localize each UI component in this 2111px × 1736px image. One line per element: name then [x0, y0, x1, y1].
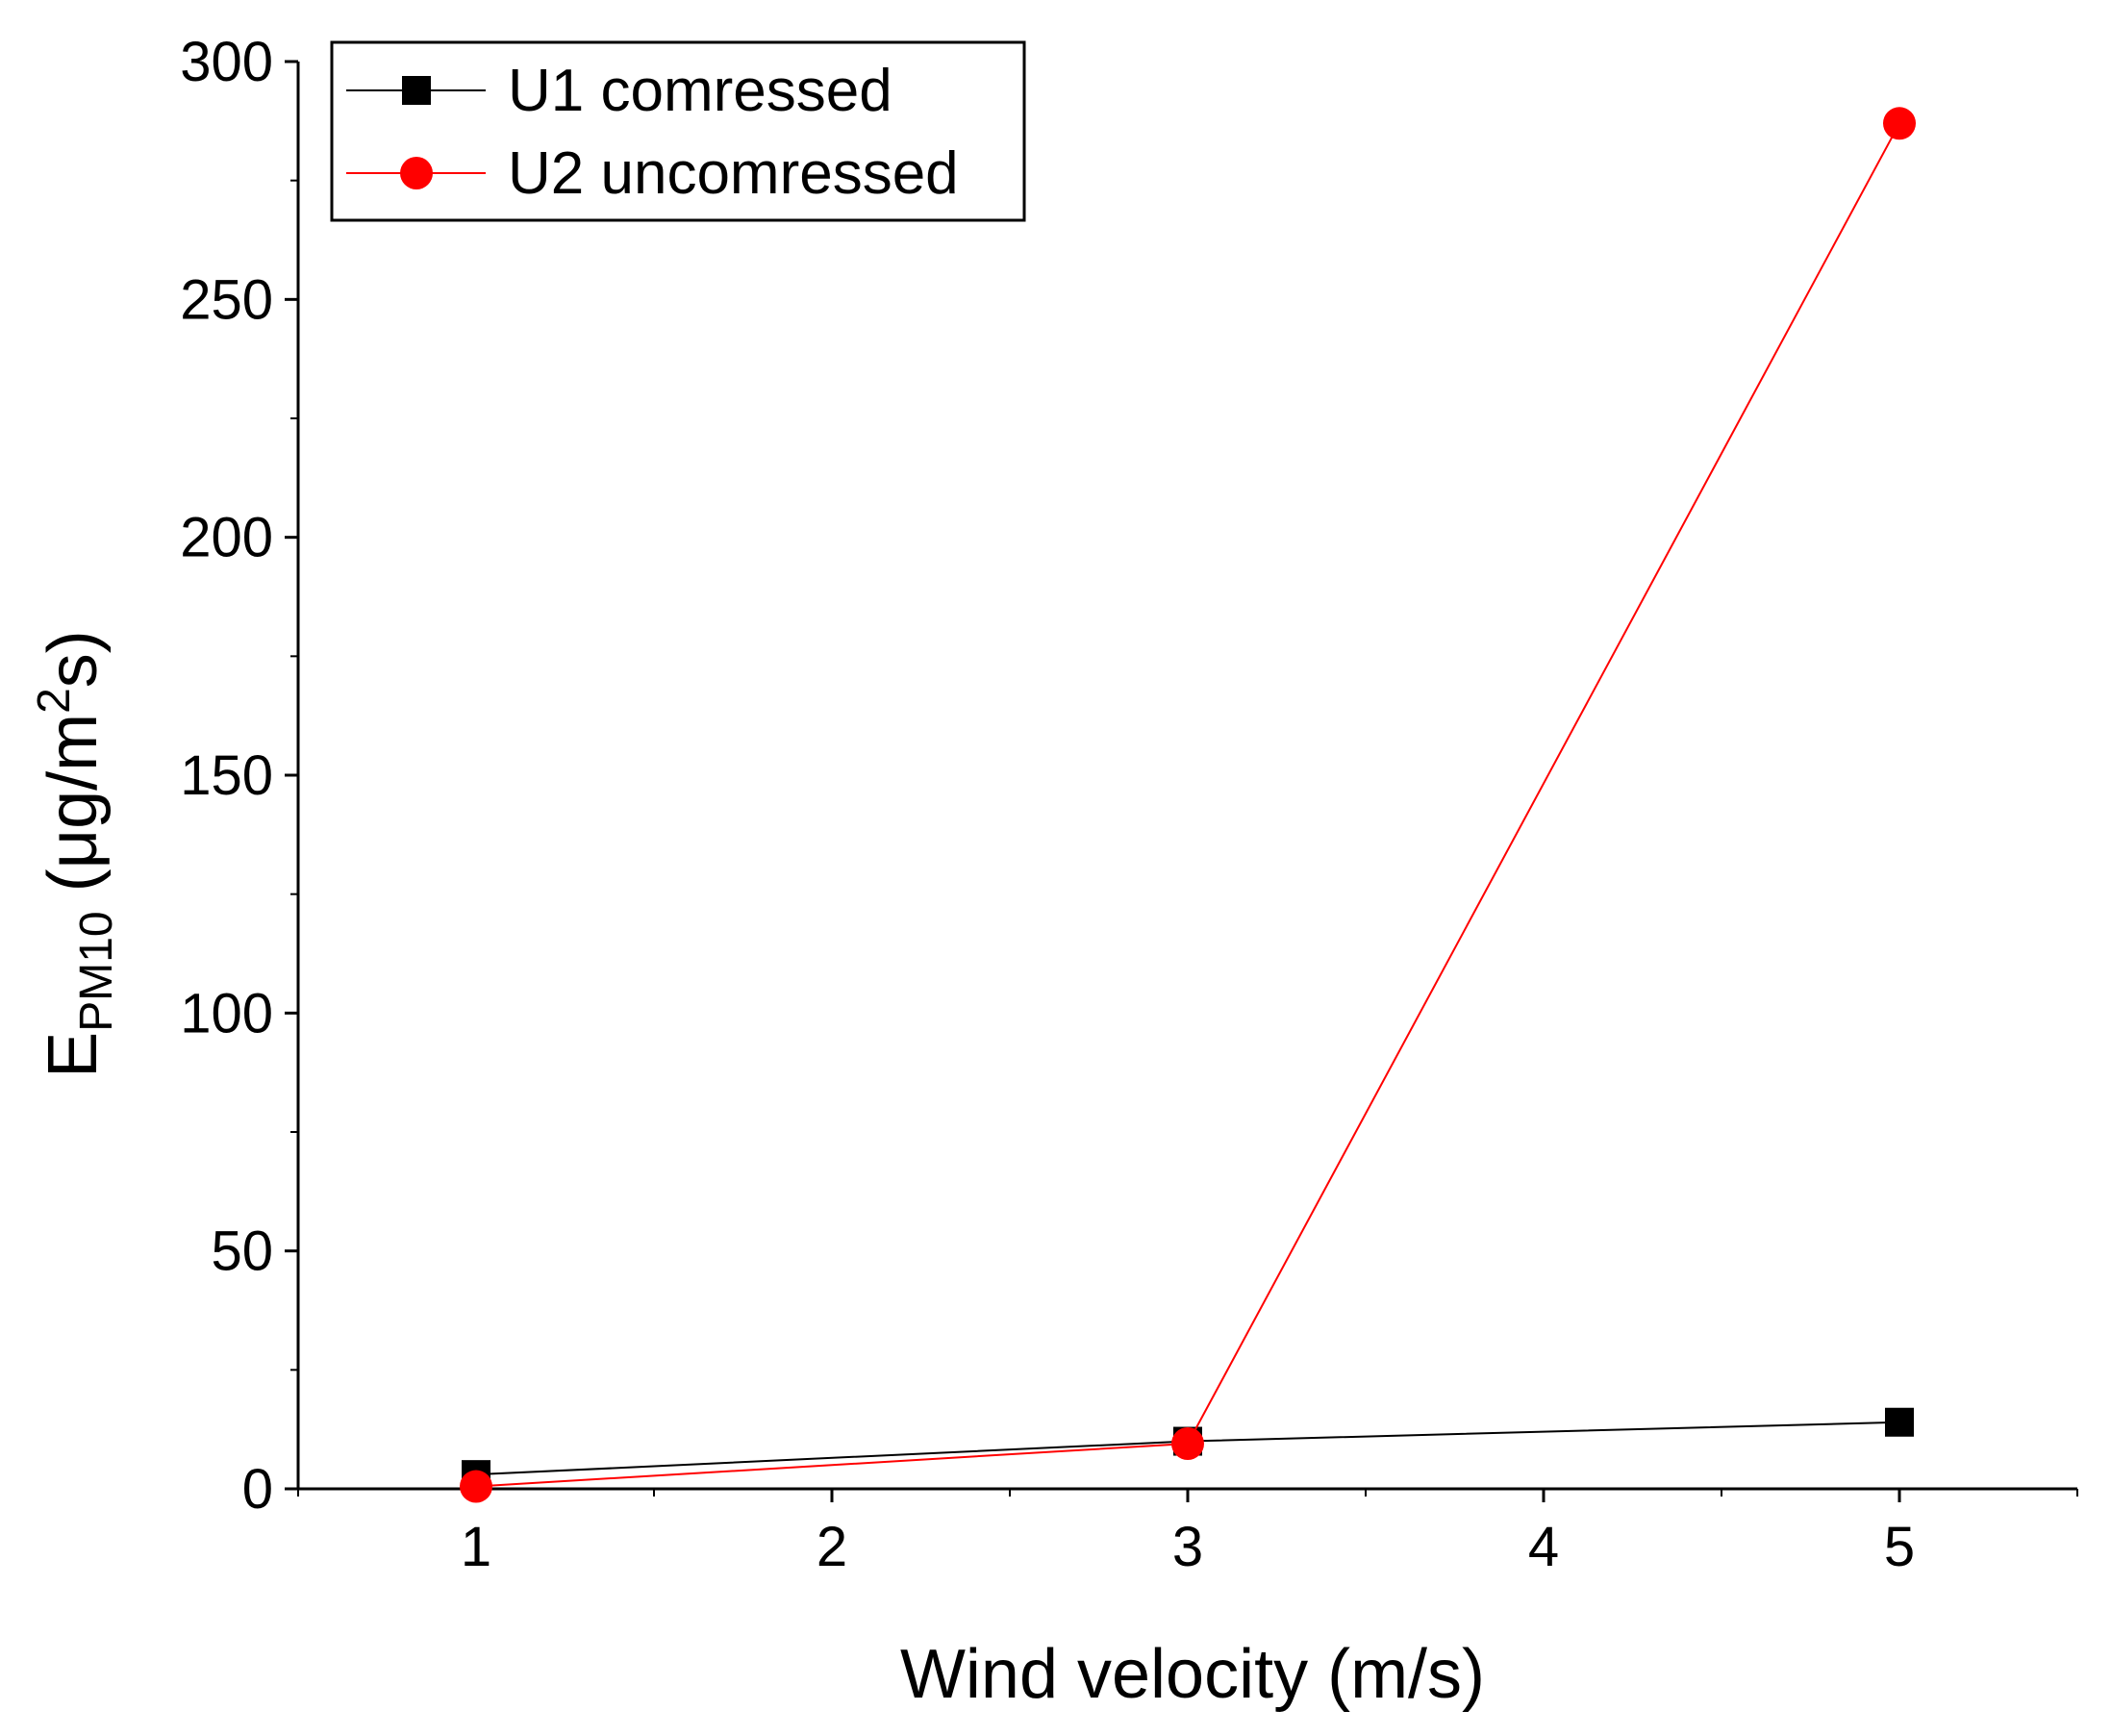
y-tick-label-50: 50	[211, 1220, 273, 1283]
x-tick-label-5: 5	[1884, 1516, 1915, 1578]
series-2-point-3	[1883, 107, 1916, 140]
y-tick-label-200: 200	[180, 507, 273, 569]
y-axis-title: EPM10 (μg/m2s)	[29, 630, 122, 1078]
y-axis-title-sup: 2	[29, 688, 80, 714]
series-1-point-3	[1885, 1407, 1914, 1437]
x-tick-label-4: 4	[1528, 1516, 1559, 1578]
y-axis-title-unit: (μg/m	[35, 714, 112, 912]
y-axis-title-main: E	[35, 1032, 112, 1078]
series-2-point-2	[1171, 1427, 1204, 1461]
x-tick-label-3: 3	[1172, 1516, 1203, 1578]
y-axis-title-unit-end: s)	[35, 630, 112, 688]
series-line-2	[475, 122, 1900, 1488]
legend-box	[330, 40, 1026, 222]
legend-marker-u2	[400, 157, 433, 189]
axes	[296, 62, 2077, 1491]
legend-label-u1: U1 comressed	[508, 58, 892, 124]
legend-marker-u1	[402, 76, 431, 105]
ticks: 0 50 100 150 200 250 300 1 2 3 4 5	[180, 31, 2078, 1578]
y-axis-title-sub: PM10	[71, 911, 122, 1031]
y-tick-label-250: 250	[180, 268, 273, 331]
x-axis-title: Wind velocity (m/s)	[900, 1636, 1485, 1713]
y-tick-label-0: 0	[242, 1458, 273, 1521]
y-tick-label-100: 100	[180, 982, 273, 1044]
y-tick-label-150: 150	[180, 744, 273, 807]
y-tick-label-300: 300	[180, 31, 273, 93]
series-2-point-1	[460, 1470, 492, 1503]
x-tick-label-1: 1	[461, 1516, 491, 1578]
x-tick-label-2: 2	[817, 1516, 847, 1578]
series-layer	[460, 107, 1916, 1503]
legend: U1 comressed U2 uncomressed	[330, 40, 1026, 222]
legend-label-u2: U2 uncomressed	[508, 140, 959, 207]
